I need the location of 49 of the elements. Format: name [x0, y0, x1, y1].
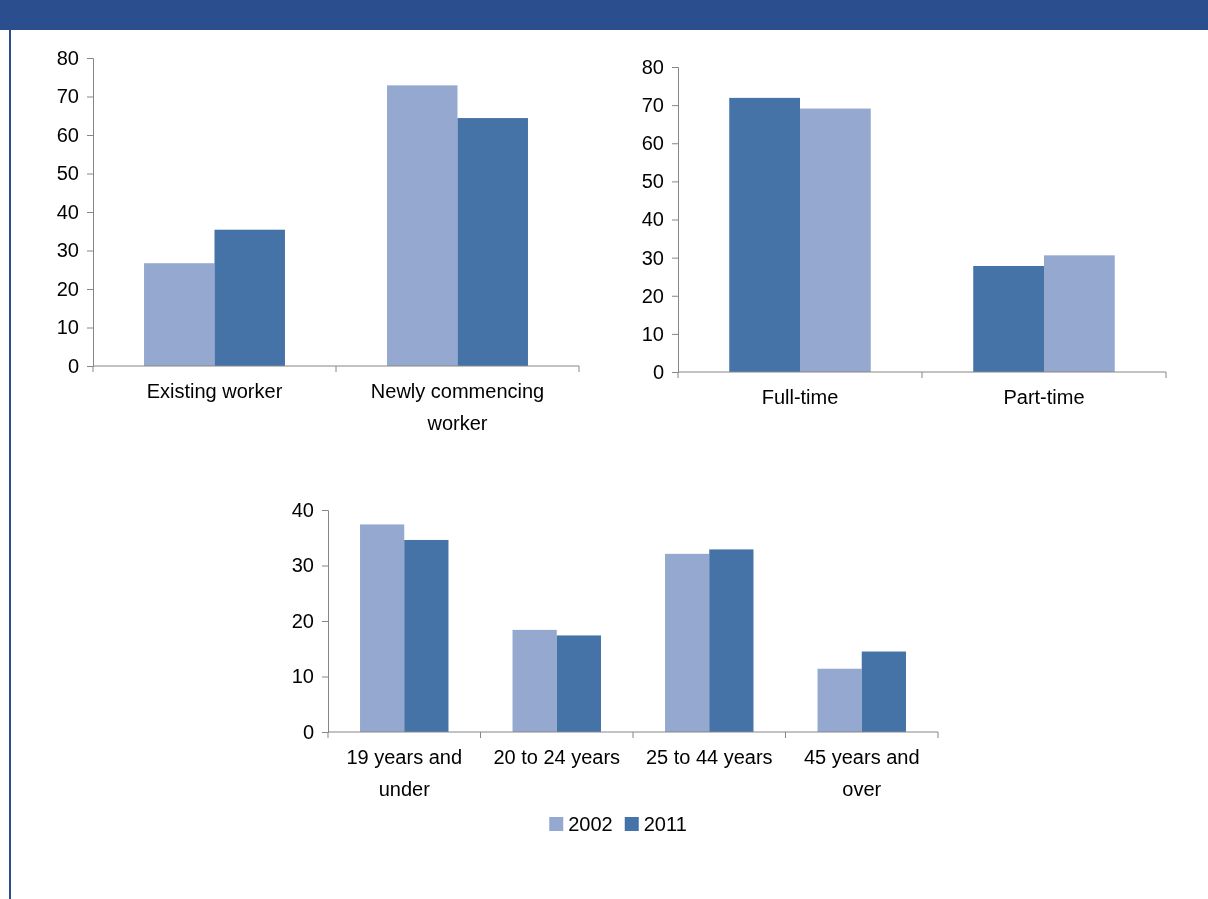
legend-label: 2011	[643, 813, 687, 835]
y-tick-label: 30	[291, 554, 314, 577]
bar	[800, 108, 871, 372]
bar	[556, 635, 601, 732]
y-tick-label: 70	[641, 94, 664, 117]
y-tick-label: 0	[652, 360, 664, 383]
x-tick-label: Part-time	[1003, 386, 1085, 409]
y-tick-label: 20	[641, 284, 664, 307]
bar	[729, 97, 800, 372]
y-tick-label: 80	[56, 46, 79, 69]
y-tick-label: 60	[56, 123, 79, 146]
y-tick-label: 20	[56, 277, 79, 300]
y-tick-label: 80	[641, 55, 664, 78]
y-tick-label: 40	[291, 498, 314, 521]
bar	[973, 266, 1044, 372]
y-tick-label: 70	[56, 85, 79, 108]
bar	[404, 539, 449, 732]
y-tick-label: 10	[641, 322, 664, 345]
x-tick-label: Newly commencing worker	[370, 380, 545, 435]
bar	[214, 229, 285, 366]
y-tick-label: 60	[641, 132, 664, 155]
x-tick-label: 25 to 44 years	[645, 746, 773, 769]
y-tick-label: 0	[67, 354, 79, 377]
y-tick-label: 30	[641, 246, 664, 269]
y-tick-label: 10	[56, 316, 79, 339]
bar	[665, 553, 710, 732]
bar	[457, 118, 528, 366]
bar	[817, 668, 862, 732]
y-tick-label: 50	[641, 170, 664, 193]
y-tick-label: 0	[302, 720, 314, 743]
bar	[360, 524, 405, 732]
y-tick-label: 10	[291, 665, 314, 688]
bar	[709, 549, 754, 732]
y-tick-label: 40	[56, 200, 79, 223]
bar	[861, 651, 906, 732]
y-tick-label: 20	[291, 609, 314, 632]
legend-label: 2002	[568, 813, 613, 835]
y-tick-label: 50	[56, 162, 79, 185]
x-tick-label: 45 years and over	[803, 746, 920, 801]
bar	[144, 263, 215, 366]
bar	[387, 85, 458, 366]
bar	[512, 629, 557, 732]
y-tick-label: 30	[56, 239, 79, 262]
x-tick-label: Full-time	[761, 386, 839, 409]
bar	[1044, 255, 1115, 372]
x-tick-label: 20 to 24 years	[493, 746, 621, 769]
x-tick-label: 19 years and under	[346, 746, 463, 801]
y-tick-label: 40	[641, 208, 664, 231]
x-tick-label: Existing worker	[146, 380, 283, 403]
